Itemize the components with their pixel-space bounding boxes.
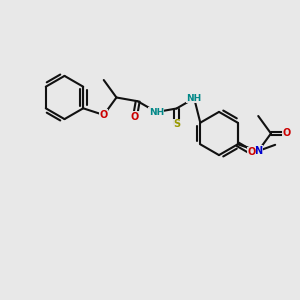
Text: NH: NH <box>149 108 164 117</box>
Text: N: N <box>254 146 262 156</box>
Text: O: O <box>131 112 139 122</box>
Text: O: O <box>282 128 291 139</box>
Text: S: S <box>173 119 180 129</box>
Text: O: O <box>100 110 108 120</box>
Text: O: O <box>247 147 255 157</box>
Text: NH: NH <box>187 94 202 103</box>
